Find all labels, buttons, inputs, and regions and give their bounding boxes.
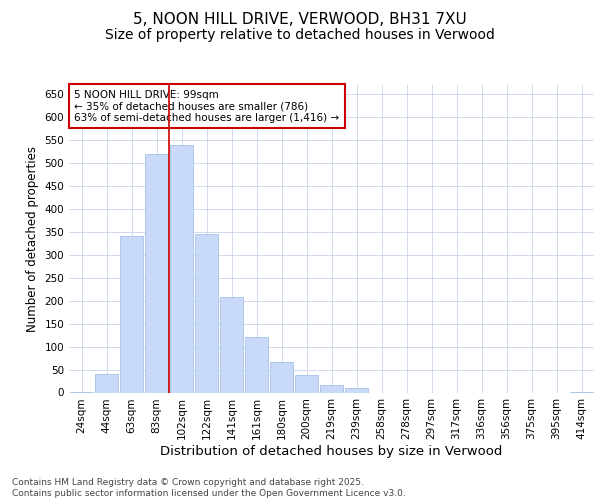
Text: 5 NOON HILL DRIVE: 99sqm
← 35% of detached houses are smaller (786)
63% of semi-: 5 NOON HILL DRIVE: 99sqm ← 35% of detach…: [74, 90, 340, 123]
Y-axis label: Number of detached properties: Number of detached properties: [26, 146, 39, 332]
Bar: [119, 236, 143, 392]
Bar: [145, 154, 169, 392]
Text: 5, NOON HILL DRIVE, VERWOOD, BH31 7XU: 5, NOON HILL DRIVE, VERWOOD, BH31 7XU: [133, 12, 467, 28]
Text: Contains HM Land Registry data © Crown copyright and database right 2025.
Contai: Contains HM Land Registry data © Crown c…: [12, 478, 406, 498]
Bar: [194, 234, 218, 392]
Bar: [269, 362, 293, 392]
Bar: [220, 298, 244, 392]
Bar: [344, 388, 368, 392]
Bar: [245, 338, 268, 392]
Text: Size of property relative to detached houses in Verwood: Size of property relative to detached ho…: [105, 28, 495, 42]
X-axis label: Distribution of detached houses by size in Verwood: Distribution of detached houses by size …: [160, 445, 503, 458]
Bar: [295, 375, 319, 392]
Bar: [170, 144, 193, 392]
Bar: [320, 384, 343, 392]
Bar: [95, 374, 118, 392]
